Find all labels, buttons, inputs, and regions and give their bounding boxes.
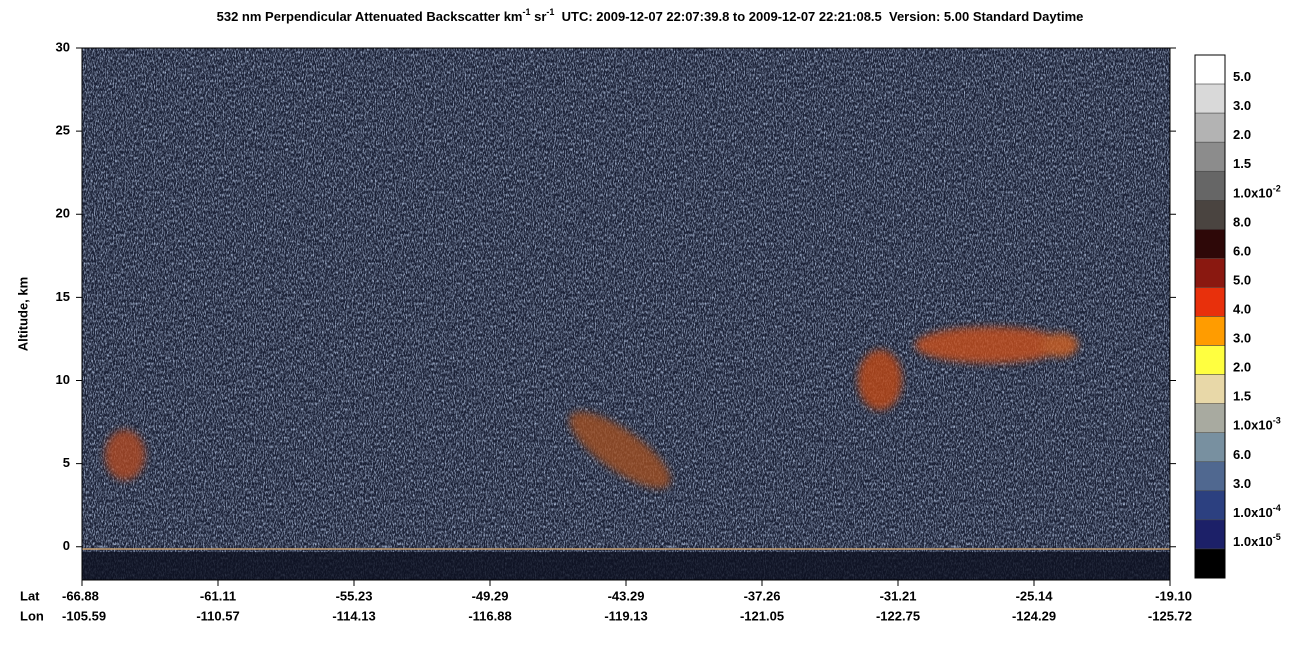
- colorbar-label-text: 1.0x10: [1233, 505, 1273, 520]
- colorbar-swatch: [1194, 519, 1226, 550]
- colorbar-label: 6.0: [1233, 447, 1251, 462]
- y-tick-label: 20: [56, 206, 70, 221]
- colorbar-swatch: [1194, 490, 1226, 521]
- colorbar-label: 1.0x10-5: [1233, 532, 1281, 549]
- title-sup: -1: [522, 7, 530, 17]
- colorbar-label-text: 5.0: [1233, 69, 1251, 84]
- colorbar-label-text: 1.0x10: [1233, 418, 1273, 433]
- lat-label: -49.29: [472, 588, 509, 603]
- y-tick-label: 30: [56, 39, 70, 54]
- title-part: sr: [531, 9, 547, 24]
- colorbar-swatch: [1194, 548, 1226, 579]
- colorbar-label: 3.0: [1233, 99, 1251, 114]
- colorbar-label-text: 1.0x10: [1233, 186, 1273, 201]
- y-tick-label: 0: [63, 538, 70, 553]
- lon-label: -114.13: [332, 608, 375, 623]
- colorbar-swatch: [1194, 141, 1226, 172]
- lon-label: -122.75: [876, 608, 920, 623]
- colorbar-label: 1.5: [1233, 157, 1251, 172]
- plot-noise: [82, 48, 1170, 580]
- plot-image: [82, 48, 1170, 580]
- y-tick-label: 5: [63, 455, 70, 470]
- colorbar-swatch: [1194, 258, 1226, 288]
- lon-label: -121.05: [740, 608, 784, 623]
- lon-label: -116.88: [468, 608, 511, 623]
- colorbar-label-text: 3.0: [1233, 476, 1251, 491]
- lat-label: -61.11: [200, 588, 236, 603]
- colorbar-label: 1.0x10-2: [1233, 184, 1281, 201]
- lat-label: -43.29: [608, 588, 645, 603]
- lat-label: -25.14: [1016, 588, 1054, 603]
- lat-label: -19.10: [1155, 588, 1192, 603]
- colorbar-swatch: [1194, 374, 1226, 404]
- colorbar-label-text: 1.5: [1233, 389, 1251, 404]
- colorbar-label-sup: -3: [1273, 416, 1281, 426]
- colorbar-label-text: 1.5: [1233, 157, 1251, 172]
- cloud-features: [105, 327, 1078, 489]
- title-part: 532 nm Perpendicular Attenuated Backscat…: [217, 9, 523, 24]
- lon-label: -124.29: [1012, 608, 1056, 623]
- colorbar-swatch: [1194, 403, 1226, 433]
- colorbar-label-text: 5.0: [1233, 273, 1251, 288]
- lat-label: -55.23: [336, 588, 373, 603]
- colorbar-label: 1.5: [1233, 389, 1251, 404]
- x-row-label: Lon: [20, 608, 44, 623]
- colorbar-label-text: 3.0: [1233, 331, 1251, 346]
- colorbar-swatch: [1194, 200, 1226, 230]
- colorbar-label: 1.0x10-4: [1233, 503, 1281, 520]
- lat-label: -37.26: [744, 588, 781, 603]
- colorbar-swatch: [1194, 316, 1226, 346]
- below-surface: [82, 552, 1170, 580]
- y-axis-label: Altitude, km: [15, 277, 30, 351]
- colorbar-label: 5.0: [1233, 69, 1251, 84]
- colorbar-swatch: [1194, 54, 1226, 85]
- colorbar-label-text: 4.0: [1233, 302, 1251, 317]
- colorbar-label: 3.0: [1233, 476, 1251, 491]
- colorbar-label: 2.0: [1233, 128, 1251, 143]
- lat-label: -31.21: [880, 588, 917, 603]
- colorbar-swatch: [1194, 83, 1226, 114]
- title-part: UTC: 2009-12-07 22:07:39.8 to 2009-12-07…: [554, 9, 1083, 24]
- colorbar-swatch: [1194, 461, 1226, 492]
- colorbar-swatch: [1194, 229, 1226, 259]
- colorbar-label-text: 1.0x10: [1233, 534, 1273, 549]
- colorbar-swatch: [1194, 432, 1226, 463]
- chart-title: 532 nm Perpendicular Attenuated Backscat…: [217, 7, 1084, 24]
- colorbar-label: 1.0x10-3: [1233, 416, 1281, 433]
- title-sup: -1: [546, 7, 554, 17]
- colorbar-label-text: 2.0: [1233, 360, 1251, 375]
- colorbar-label: 3.0: [1233, 331, 1251, 346]
- lon-label: -110.57: [196, 608, 239, 623]
- colorbar-label-text: 2.0: [1233, 128, 1251, 143]
- colorbar-label-text: 3.0: [1233, 99, 1251, 114]
- lon-label: -119.13: [604, 608, 647, 623]
- y-tick-label: 15: [56, 289, 70, 304]
- colorbar-label: 2.0: [1233, 360, 1251, 375]
- colorbar-label-sup: -2: [1273, 184, 1281, 194]
- colorbar-label: 4.0: [1233, 302, 1251, 317]
- y-tick-label: 25: [56, 123, 70, 138]
- colorbar-label-sup: -4: [1273, 503, 1281, 513]
- colorbar-label: 5.0: [1233, 273, 1251, 288]
- colorbar-swatch: [1194, 170, 1226, 201]
- lon-label: -125.72: [1148, 608, 1192, 623]
- colorbar-label-text: 6.0: [1233, 447, 1251, 462]
- colorbar-label-sup: -5: [1273, 532, 1281, 542]
- colorbar-frame: [1194, 54, 1226, 579]
- colorbar-label: 8.0: [1233, 215, 1251, 230]
- lon-label: -105.59: [62, 608, 106, 623]
- y-tick-label: 10: [56, 372, 70, 387]
- colorbar-swatch: [1194, 112, 1226, 143]
- lat-label: -66.88: [62, 588, 99, 603]
- colorbar-label-text: 8.0: [1233, 215, 1251, 230]
- colorbar-label: 6.0: [1233, 244, 1251, 259]
- colorbar-swatch: [1194, 345, 1226, 375]
- colorbar-label-text: 6.0: [1233, 244, 1251, 259]
- x-row-label: Lat: [20, 588, 40, 603]
- colorbar-swatch: [1194, 287, 1226, 317]
